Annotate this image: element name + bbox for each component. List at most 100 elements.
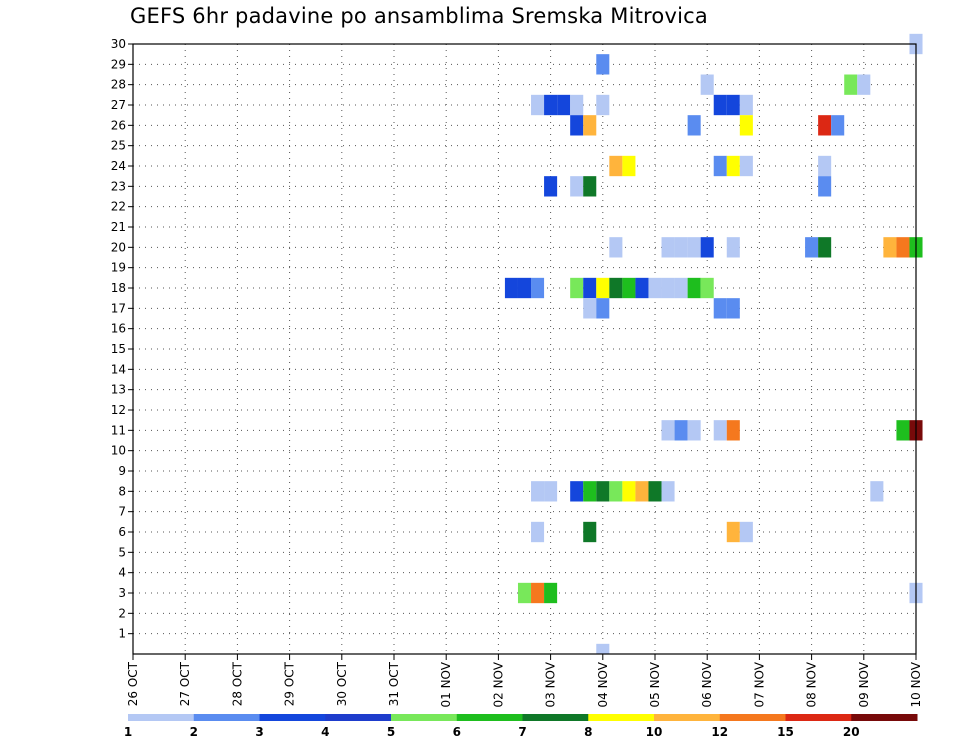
legend-label: 4 [321,725,329,739]
heatmap-cell [739,94,753,116]
legend-label: 1 [124,725,132,739]
heatmap-cell [726,155,740,177]
heatmap-cell [883,237,897,258]
x-tick-label: 10 NOV [909,661,923,707]
heatmap-cell [622,155,636,177]
heatmap-cell [674,237,688,258]
heatmap-cell [531,481,545,502]
heatmap-cell [805,237,819,258]
heatmap-cell [674,277,688,299]
heatmap-cell [726,94,740,116]
y-tick-label: 30 [111,37,126,51]
heatmap-cell [739,155,753,177]
heatmap-cell [739,521,753,543]
heatmap-cell [726,237,740,258]
heatmap-cell [726,420,740,441]
x-axis: 26 OCT 27 OCT 28 OCT 29 OCT 30 OCT 31 OCT 01 N… [126,654,923,708]
heatmap-cell [857,74,871,95]
legend-swatch [588,714,655,721]
y-tick-label: 13 [111,383,126,397]
heatmap-cell [661,420,675,441]
heatmap-cell [818,237,832,258]
y-tick-label: 10 [111,444,126,458]
heatmap-cell [818,155,832,177]
legend-swatch [785,714,852,721]
heatmap-cell [674,420,688,441]
heatmap-cell [687,277,701,299]
heatmap-cell [831,115,845,136]
legend-label: 8 [584,725,592,739]
x-tick-label: 09 NOV [857,661,871,707]
y-tick-label: 17 [111,301,126,315]
y-tick-label: 1 [118,627,126,641]
legend-swatch [259,714,326,721]
heatmap-cell [583,277,597,299]
y-tick-label: 8 [118,484,126,498]
heatmap-cell [609,277,623,299]
legend-swatch [128,714,195,721]
heatmap-cell [896,420,910,441]
heatmap-cell [517,582,532,604]
heatmap-cell [531,94,545,116]
heatmap-cell [544,176,558,197]
legend-label: 5 [387,725,395,739]
legend-swatch [522,714,589,721]
legend-swatch [654,714,721,721]
heatmap-cell [596,481,610,502]
heatmap-cell [544,582,558,604]
heatmap-cell [570,115,584,136]
heatmap-cell [818,115,832,136]
heatmap-cell [531,277,545,299]
y-tick-label: 27 [111,98,126,112]
x-tick-label: 08 NOV [805,661,819,707]
heatmap-cell [726,298,740,319]
x-tick-label: 02 NOV [491,661,505,707]
heatmap-cell [635,277,649,299]
heatmap-cell [713,94,727,116]
heatmap-cell [596,94,610,116]
heatmap-cell [713,420,727,441]
heatmap-cell [531,521,545,543]
plot-frame [132,43,917,655]
x-tick-label: 29 OCT [283,661,297,706]
heatmap-cell [544,94,558,116]
x-tick-label: 01 NOV [439,661,453,707]
heatmap-cell [870,481,884,502]
heatmap-cell [818,176,832,197]
y-tick-label: 2 [118,606,126,620]
heatmap-cell [622,277,636,299]
heatmap-cell [531,582,545,604]
heatmap-cell [661,237,675,258]
legend-label: 6 [453,725,461,739]
heatmap-cell [570,176,584,197]
y-tick-label: 22 [111,200,126,214]
x-tick-label: 27 OCT [178,661,192,706]
y-tick-label: 26 [111,118,126,132]
heatmap-cell [570,481,584,502]
heatmap-cell [596,54,610,75]
legend-label: 10 [646,725,663,739]
heatmap-cell [622,481,636,502]
heatmap-cell [596,643,610,654]
y-tick-label: 28 [111,78,126,92]
heatmap-cell [726,521,740,543]
legend-swatch [391,714,458,721]
heatmap-cell [687,115,701,136]
y-tick-label: 9 [118,464,126,478]
heatmap-cell [661,277,675,299]
heatmap-cell [557,94,571,116]
x-tick-label: 26 OCT [126,661,140,706]
x-tick-label: 30 OCT [335,661,349,706]
x-tick-label: 31 OCT [387,661,401,706]
heatmap-cell [596,277,610,299]
heatmap-cell [661,481,675,502]
y-tick-label: 14 [111,362,126,376]
grid-layer [132,43,917,654]
y-tick-label: 18 [111,281,126,295]
heatmap-cell [596,298,610,319]
heatmap-cell [648,481,662,502]
heatmap-cell [583,481,597,502]
heatmap-cell [570,277,584,299]
heatmap-cell [687,420,701,441]
